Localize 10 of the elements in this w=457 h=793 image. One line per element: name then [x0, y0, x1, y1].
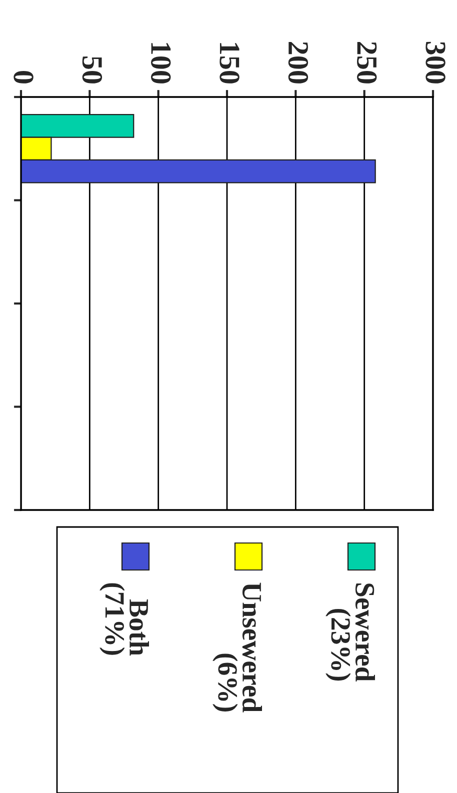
x-tick-label: 50 — [82, 56, 102, 84]
legend-label: Sewered (23%) — [326, 583, 375, 682]
x-tick-label: 300 — [426, 42, 446, 84]
legend-label: Unsewered (6%) — [212, 582, 262, 712]
x-tick-label: 250 — [357, 42, 377, 84]
x-tick-label: 150 — [220, 43, 240, 84]
x-tick-label: 0 — [14, 71, 34, 84]
x-tick-label: 100 — [151, 43, 171, 84]
legend-label: Both (71%) — [100, 583, 149, 656]
x-tick-label: 200 — [288, 42, 308, 84]
